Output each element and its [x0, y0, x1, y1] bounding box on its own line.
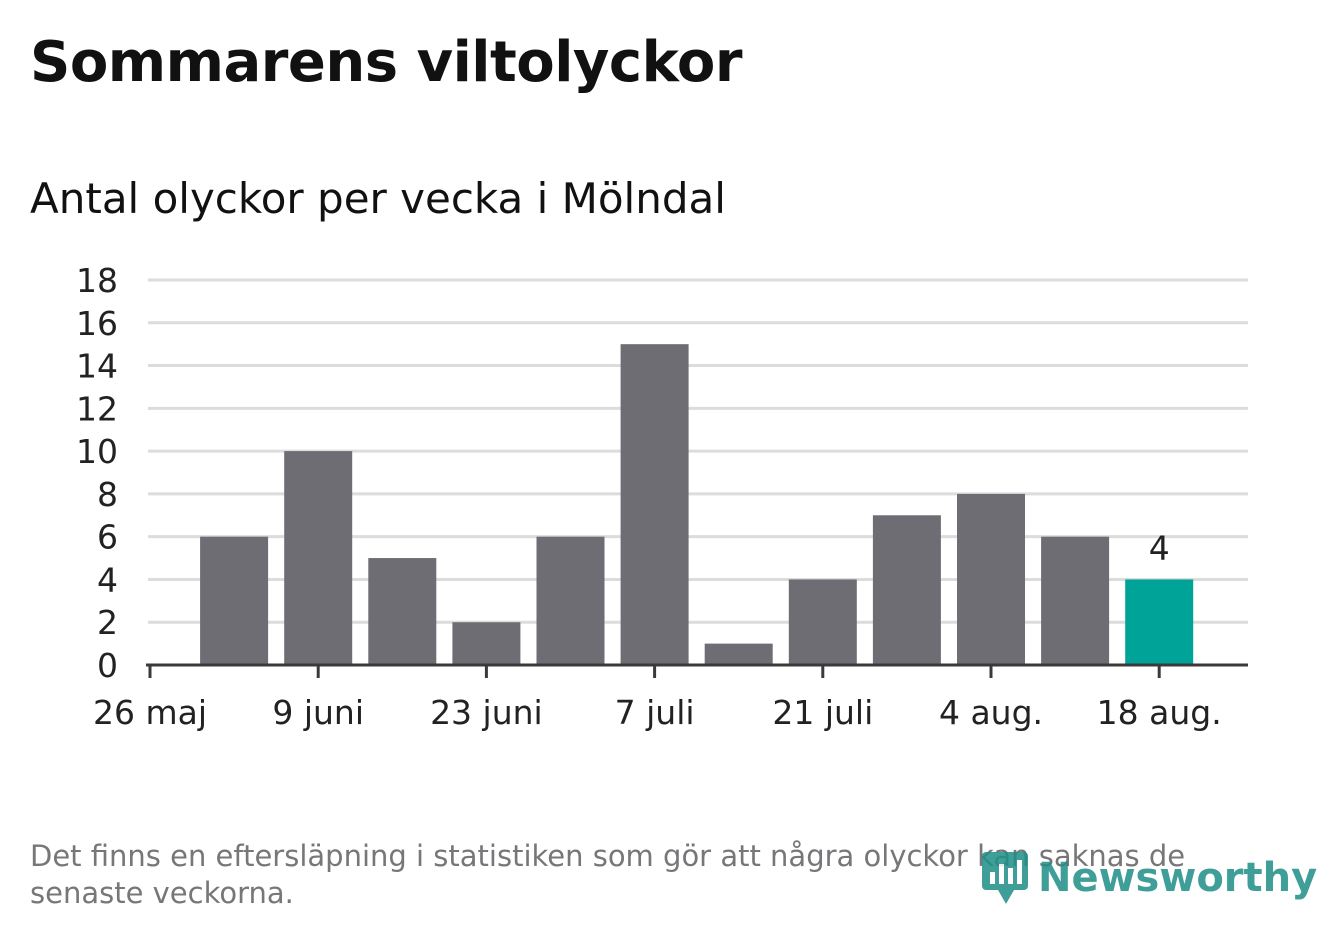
x-tick-label: 9 juni: [272, 693, 364, 732]
bar: [200, 536, 269, 665]
y-tick-label: 4: [97, 560, 118, 599]
x-tick-label: 18 aug.: [1097, 693, 1222, 732]
y-tick-label: 0: [97, 646, 118, 685]
bar: [704, 643, 773, 665]
x-tick-label: 26 maj: [93, 693, 207, 732]
bar: [536, 536, 605, 665]
y-tick-label: 6: [97, 518, 118, 557]
bar: [1125, 579, 1194, 665]
y-tick-label: 16: [76, 304, 118, 343]
bar: [1041, 536, 1110, 665]
y-tick-label: 12: [76, 389, 118, 428]
y-tick-label: 8: [97, 475, 118, 514]
bar: [452, 622, 521, 665]
logo-text: Newsworthy: [1038, 855, 1318, 901]
x-tick-label: 4 aug.: [939, 693, 1043, 732]
bar: [284, 451, 353, 665]
bar: [368, 558, 437, 665]
bar: [957, 493, 1025, 665]
y-tick-label: 2: [97, 603, 118, 642]
x-tick-label: 21 juli: [772, 693, 873, 732]
y-tick-label: 10: [76, 432, 118, 471]
chart-title: Sommarens viltolyckor: [30, 30, 742, 95]
y-tick-label: 14: [76, 347, 118, 386]
newsworthy-logo: Newsworthy: [980, 848, 1317, 908]
x-tick-label: 7 juli: [615, 693, 695, 732]
bar: [872, 515, 941, 665]
x-tick-label: 23 juni: [430, 693, 543, 732]
bar: [788, 579, 857, 665]
y-tick-label: 18: [76, 261, 118, 300]
data-label: 4: [1149, 528, 1170, 567]
chart-subtitle: Antal olyckor per vecka i Mölndal: [30, 174, 726, 223]
bar: [620, 344, 689, 665]
logo-icon: [982, 852, 1028, 904]
